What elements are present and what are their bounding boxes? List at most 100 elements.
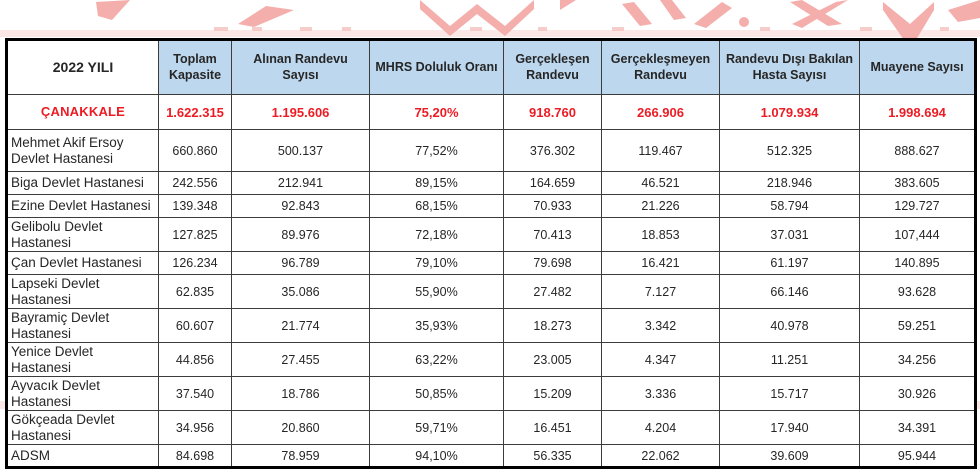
value-cell: 16.451 <box>503 410 602 446</box>
value-cell: 75,20% <box>369 94 504 130</box>
value-cell: 35.086 <box>231 274 370 310</box>
value-cell: 1.079.934 <box>719 94 860 130</box>
value-cell: 78.959 <box>231 444 370 469</box>
value-cell: 218.946 <box>719 171 860 195</box>
value-cell: 18.273 <box>503 308 602 344</box>
row-label: Mehmet Akif Ersoy Devlet Hastanesi <box>6 129 159 172</box>
row-label: Çan Devlet Hastanesi <box>6 251 159 276</box>
row-label: Lapseki Devlet Hastanesi <box>6 274 159 310</box>
col-header-mhrs-doluluk: MHRS Doluluk Oranı <box>369 39 504 95</box>
table-row: Biga Devlet Hastanesi 242.556 212.941 89,15… <box>6 171 976 195</box>
value-cell: 1.622.315 <box>158 94 232 130</box>
value-cell: 70.413 <box>503 216 602 253</box>
value-cell: 35,93% <box>369 308 504 344</box>
value-cell: 59,71% <box>369 410 504 446</box>
value-cell: 68,15% <box>369 194 504 218</box>
value-cell: 95.944 <box>859 444 976 469</box>
value-cell: 56.335 <box>503 444 602 469</box>
row-label: ÇANAKKALE <box>6 94 159 130</box>
table-row: ADSM 84.698 78.959 94,10% 56.335 22.062 39.609… <box>6 444 976 469</box>
table-row: Ezine Devlet Hastanesi 139.348 92.843 68,15… <box>6 194 976 218</box>
value-cell: 79.698 <box>503 251 602 276</box>
table-row: Bayramiç Devlet Hastanesi 60.607 21.774 35,… <box>6 308 976 344</box>
value-cell: 44.856 <box>158 342 232 378</box>
value-cell: 92.843 <box>231 194 370 218</box>
value-cell: 96.789 <box>231 251 370 276</box>
value-cell: 1.998.694 <box>859 94 976 130</box>
value-cell: 93.628 <box>859 274 976 310</box>
value-cell: 4.204 <box>601 410 720 446</box>
row-label: Ayvacık Devlet Hastanesi <box>6 376 159 412</box>
value-cell: 1.195.606 <box>231 94 370 130</box>
value-cell: 18.786 <box>231 376 370 412</box>
value-cell: 500.137 <box>231 129 370 172</box>
value-cell: 23.005 <box>503 342 602 378</box>
value-cell: 164.659 <box>503 171 602 195</box>
value-cell: 50,85% <box>369 376 504 412</box>
value-cell: 888.627 <box>859 129 976 172</box>
value-cell: 60.607 <box>158 308 232 344</box>
summary-row: ÇANAKKALE 1.622.315 1.195.606 75,20% 918.760… <box>6 94 976 130</box>
year-header-cell: 2022 YILI <box>6 39 159 95</box>
table-row: Gökçeada Devlet Hastanesi 34.956 20.860 59,… <box>6 410 976 446</box>
value-cell: 376.302 <box>503 129 602 172</box>
col-header-alinan-randevu: Alınan Randevu Sayısı <box>231 39 370 95</box>
value-cell: 59.251 <box>859 308 976 344</box>
value-cell: 140.895 <box>859 251 976 276</box>
header-row: 2022 YILI Toplam Kapasite Alınan Randevu… <box>6 39 976 95</box>
value-cell: 242.556 <box>158 171 232 195</box>
col-header-gerceklesmeyen: Gerçekleşmeyen Randevu <box>601 39 720 95</box>
value-cell: 918.760 <box>503 94 602 130</box>
value-cell: 34.391 <box>859 410 976 446</box>
table-row: Çan Devlet Hastanesi 126.234 96.789 79,10% 7… <box>6 251 976 276</box>
value-cell: 34.256 <box>859 342 976 378</box>
value-cell: 72,18% <box>369 216 504 253</box>
row-label: Bayramiç Devlet Hastanesi <box>6 308 159 344</box>
value-cell: 129.727 <box>859 194 976 218</box>
table-row: Mehmet Akif Ersoy Devlet Hastanesi 660.86… <box>6 129 976 172</box>
value-cell: 139.348 <box>158 194 232 218</box>
col-header-toplam-kapasite: Toplam Kapasite <box>158 39 232 95</box>
value-cell: 16.421 <box>601 251 720 276</box>
value-cell: 3.342 <box>601 308 720 344</box>
value-cell: 61.197 <box>719 251 860 276</box>
value-cell: 70.933 <box>503 194 602 218</box>
value-cell: 79,10% <box>369 251 504 276</box>
value-cell: 126.234 <box>158 251 232 276</box>
value-cell: 66.146 <box>719 274 860 310</box>
row-label: ADSM <box>6 444 159 469</box>
value-cell: 30.926 <box>859 376 976 412</box>
col-header-randevu-disi: Randevu Dışı Bakılan Hasta Sayısı <box>719 39 860 95</box>
value-cell: 18.853 <box>601 216 720 253</box>
value-cell: 34.956 <box>158 410 232 446</box>
value-cell: 20.860 <box>231 410 370 446</box>
value-cell: 77,52% <box>369 129 504 172</box>
value-cell: 63,22% <box>369 342 504 378</box>
value-cell: 89,15% <box>369 171 504 195</box>
value-cell: 3.336 <box>601 376 720 412</box>
value-cell: 84.698 <box>158 444 232 469</box>
value-cell: 15.209 <box>503 376 602 412</box>
value-cell: 37.540 <box>158 376 232 412</box>
value-cell: 21.226 <box>601 194 720 218</box>
row-label: Gökçeada Devlet Hastanesi <box>6 410 159 446</box>
value-cell: 11.251 <box>719 342 860 378</box>
value-cell: 27.482 <box>503 274 602 310</box>
col-header-gerceklesen: Gerçekleşen Randevu <box>503 39 602 95</box>
value-cell: 27.455 <box>231 342 370 378</box>
table-row: Yenice Devlet Hastanesi 44.856 27.455 63,22… <box>6 342 976 378</box>
value-cell: 7.127 <box>601 274 720 310</box>
row-label: Ezine Devlet Hastanesi <box>6 194 159 218</box>
value-cell: 58.794 <box>719 194 860 218</box>
value-cell: 266.906 <box>601 94 720 130</box>
value-cell: 40.978 <box>719 308 860 344</box>
statistics-table-wrap: 2022 YILI Toplam Kapasite Alınan Randevu… <box>5 38 977 469</box>
value-cell: 4.347 <box>601 342 720 378</box>
value-cell: 512.325 <box>719 129 860 172</box>
row-label: Yenice Devlet Hastanesi <box>6 342 159 378</box>
value-cell: 660.860 <box>158 129 232 172</box>
col-header-muayene: Muayene Sayısı <box>859 39 976 95</box>
table-row: Gelibolu Devlet Hastanesi 127.825 89.976 72… <box>6 216 976 253</box>
table-row: Lapseki Devlet Hastanesi 62.835 35.086 55,9… <box>6 274 976 310</box>
row-label: Biga Devlet Hastanesi <box>6 171 159 195</box>
